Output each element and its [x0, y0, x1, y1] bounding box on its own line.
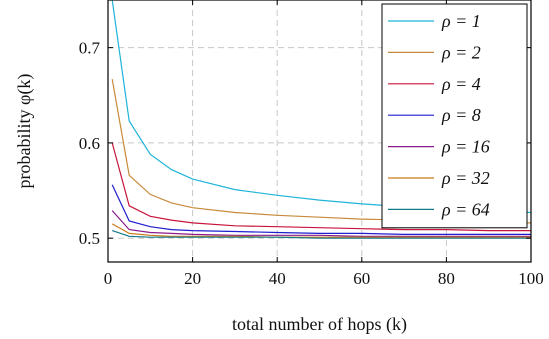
legend-label: ρ = 8: [441, 105, 481, 125]
legend-label: ρ = 2: [441, 42, 481, 62]
legend-box: [381, 3, 528, 229]
series-line: [111, 142, 531, 232]
series-line: [111, 184, 531, 235]
legend-label: ρ = 64: [441, 199, 490, 219]
y-tick-label: 0.5: [79, 229, 100, 248]
y-axis-title: probability φ(k): [14, 74, 35, 189]
x-tick-label: 60: [353, 269, 370, 288]
series-line: [112, 230, 531, 239]
legend-label: ρ = 32: [441, 168, 490, 188]
axis-ticks: 0 20 40 60 80 100 0.5 0.6 0.7: [79, 0, 544, 288]
y-tick-label: 0.6: [79, 134, 100, 153]
legend-label: ρ = 4: [441, 74, 481, 94]
x-tick-label: 0: [104, 269, 113, 288]
x-tick-label: 20: [184, 269, 201, 288]
legend-label: ρ = 16: [441, 137, 490, 157]
legend-label: ρ = 1: [441, 11, 481, 31]
x-axis-title: total number of hops (k): [232, 314, 407, 335]
x-tick-label: 100: [518, 269, 544, 288]
x-tick-label: 80: [438, 269, 455, 288]
x-tick-label: 40: [269, 269, 286, 288]
series-line: [111, 210, 531, 237]
plot-frame: [107, 0, 532, 263]
legend: ρ = 1 ρ = 2 ρ = 4 ρ = 8 ρ = 16 ρ = 32 ρ = 64: [381, 3, 528, 229]
y-tick-label: 0.7: [79, 39, 101, 58]
